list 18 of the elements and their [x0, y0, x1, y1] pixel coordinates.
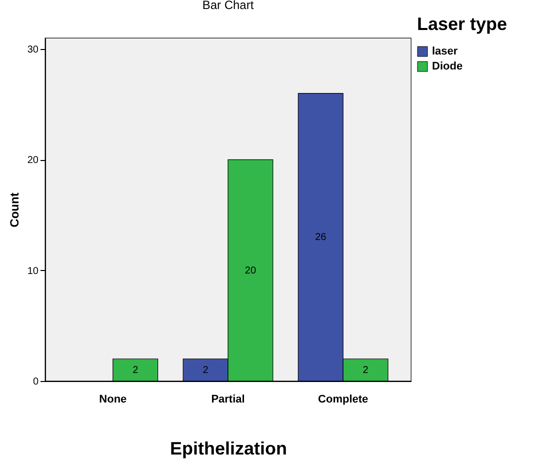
data-label: 2 — [132, 364, 139, 376]
y-tick-label: 10 — [27, 266, 39, 277]
legend-label: laser — [432, 46, 458, 58]
x-tick-label: Partial — [211, 394, 245, 406]
data-label: 26 — [315, 232, 327, 244]
y-axis-title: Count — [7, 192, 22, 228]
data-label: 2 — [362, 364, 369, 376]
chart-title: Bar Chart — [202, 0, 254, 12]
y-tick-label: 0 — [32, 376, 39, 388]
legend-label: Diode — [432, 60, 463, 72]
y-tick-label: 20 — [27, 155, 39, 166]
legend-title: Laser type — [417, 14, 508, 34]
data-label: 20 — [244, 265, 256, 276]
y-tick-label: 30 — [27, 44, 39, 56]
x-tick-label: Complete — [318, 394, 368, 406]
x-tick-label: None — [99, 394, 127, 406]
x-axis-title: Epithelization — [170, 438, 287, 458]
data-label: 2 — [202, 364, 209, 376]
